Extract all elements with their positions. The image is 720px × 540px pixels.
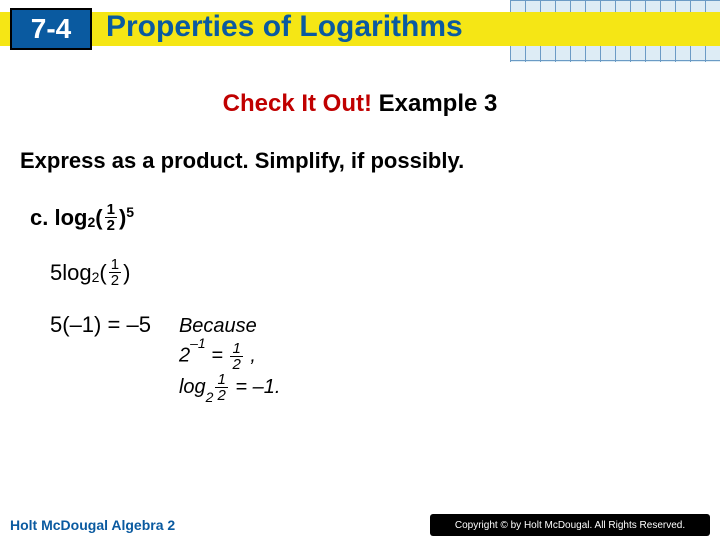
log-base: 2 <box>92 269 100 285</box>
log-base: 2 <box>206 389 214 405</box>
lesson-title: Properties of Logarithms <box>106 10 463 44</box>
check-it-out-label: Check It Out! <box>223 90 372 117</box>
paren-close: ) <box>123 260 130 286</box>
coefficient: 5 <box>50 260 62 286</box>
result-expression: 5(–1) = –5 <box>50 312 151 338</box>
frac-num: 1 <box>109 257 121 273</box>
frac-num: 1 <box>230 341 242 357</box>
fraction-half: 12 <box>230 341 242 372</box>
paren-open: ( <box>99 260 106 286</box>
exponent: 5 <box>126 204 134 220</box>
fraction-half: 12 <box>215 372 227 403</box>
instruction-text: Express as a product. Simplify, if possi… <box>20 148 720 174</box>
paren-close: ) <box>119 205 126 231</box>
example-number: Example 3 <box>372 90 497 117</box>
example-heading: Check It Out! Example 3 <box>0 90 720 118</box>
result-part-c: ) = <box>94 312 126 337</box>
log-base: 2 <box>87 214 95 230</box>
log-word: log <box>179 376 206 398</box>
equals: = <box>206 345 229 367</box>
section-number-box: 7-4 <box>10 8 92 50</box>
problem-label: c. <box>30 205 48 231</box>
frac-num: 1 <box>215 372 227 388</box>
slide-header: 7-4 Properties of Logarithms <box>0 0 720 62</box>
frac-den: 2 <box>215 388 227 403</box>
result-part-a: 5( <box>50 312 70 337</box>
comma: , <box>245 345 256 367</box>
exp-neg1: –1 <box>190 335 206 351</box>
reason-line2: log212 = –1. <box>179 372 280 403</box>
reason-line1: 2–1 = 12 , <box>179 340 280 372</box>
equals-neg1: = –1. <box>230 376 281 398</box>
result-part-d: –5 <box>126 312 150 337</box>
fraction-half: 1 2 <box>109 257 121 288</box>
log-word: log <box>54 205 87 231</box>
result-row: 5(–1) = –5 Because 2–1 = 12 , log212 = –… <box>50 312 720 403</box>
frac-num: 1 <box>105 202 117 218</box>
problem-expression: c. log2 ( 1 2 )5 <box>30 202 720 233</box>
result-part-b: –1 <box>70 312 94 337</box>
frac-den: 2 <box>105 218 117 233</box>
slide-footer: Holt McDougal Algebra 2 Copyright © by H… <box>0 510 720 540</box>
reason-block: Because 2–1 = 12 , log212 = –1. <box>179 312 280 403</box>
base-2: 2 <box>179 345 190 367</box>
textbook-name: Holt McDougal Algebra 2 <box>10 517 175 533</box>
copyright-notice: Copyright © by Holt McDougal. All Rights… <box>430 514 710 536</box>
step1-expression: 5log2 ( 1 2 ) <box>50 257 720 288</box>
paren-open: ( <box>95 205 102 231</box>
fraction-half: 1 2 <box>105 202 117 233</box>
log-word: log <box>62 260 91 286</box>
frac-den: 2 <box>109 273 121 288</box>
work-area: c. log2 ( 1 2 )5 5log2 ( 1 2 ) 5(–1) = –… <box>30 202 720 403</box>
frac-den: 2 <box>230 357 242 372</box>
